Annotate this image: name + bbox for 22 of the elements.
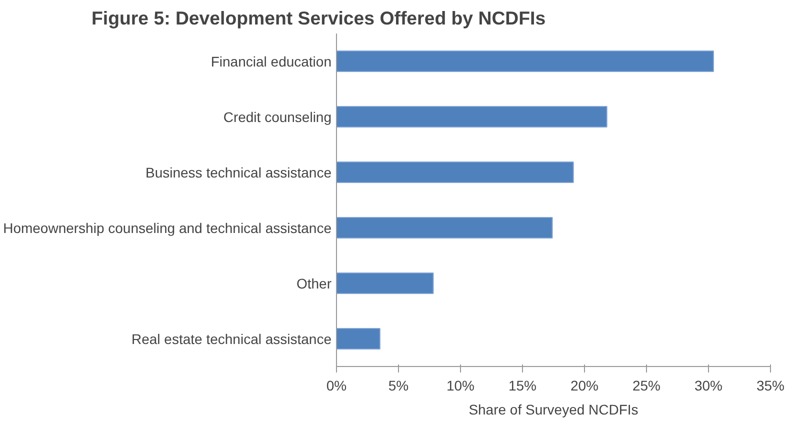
x-tick-label: 5%	[388, 378, 409, 394]
bar	[336, 50, 714, 72]
y-tick-label: Credit counseling	[223, 108, 332, 125]
y-tick-label: Financial education	[210, 53, 332, 70]
x-tick-label: 10%	[446, 378, 475, 394]
bar	[336, 328, 380, 350]
bar	[336, 106, 608, 128]
bar	[336, 161, 574, 184]
y-tick-label: Homeownership counseling and technical assistance	[3, 220, 332, 236]
y-tick-label: Business technical assistance	[146, 164, 332, 180]
x-tick-label: 25%	[632, 378, 661, 394]
x-tick-label: 35%	[756, 378, 785, 394]
y-tick-label: Other	[296, 275, 332, 292]
chart-title: Figure 5: Development Services Offered by NCDFIs	[92, 8, 546, 28]
x-tick-label: 30%	[694, 378, 723, 394]
x-tick-label: 20%	[570, 378, 599, 394]
bar	[336, 272, 434, 294]
y-tick-label: Real estate technical assistance	[132, 330, 332, 347]
bar	[336, 216, 553, 239]
x-tick-label: 0%	[326, 378, 347, 394]
x-tick-label: 15%	[508, 378, 537, 394]
x-axis-title: Share of Surveyed NCDFIs	[468, 402, 638, 418]
